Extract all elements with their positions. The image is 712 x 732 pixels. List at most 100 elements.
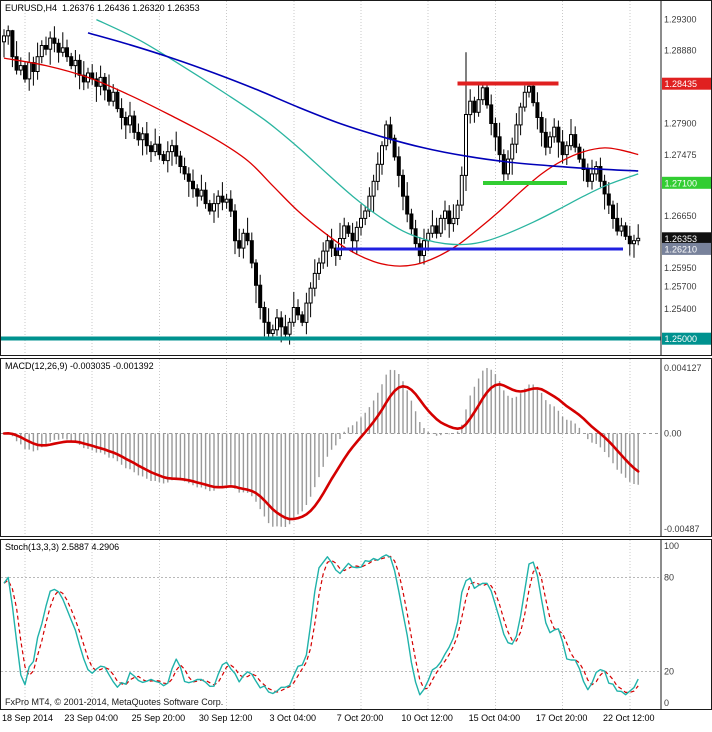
candle-body[interactable] <box>510 143 515 160</box>
candle-body[interactable] <box>443 210 447 219</box>
candle-body[interactable] <box>149 145 153 153</box>
candle-body[interactable] <box>384 124 389 147</box>
candle-body[interactable] <box>65 47 69 58</box>
candle-body[interactable] <box>94 78 99 87</box>
candle-body[interactable] <box>556 126 561 143</box>
candle-body[interactable] <box>611 204 615 220</box>
candle-body[interactable] <box>128 115 132 126</box>
candle-body[interactable] <box>548 136 552 148</box>
candle-body[interactable] <box>396 156 401 176</box>
candlestick-chart[interactable]: 1.29300 1.28880 1.28435 1.27900 1.27475 1.271… <box>1 1 711 355</box>
main-chart-panel[interactable]: EURUSD,H4 1.26376 1.26436 1.26320 1.2635… <box>0 0 712 356</box>
candle-body[interactable] <box>321 250 326 264</box>
candle-body[interactable] <box>375 163 380 182</box>
candle-body[interactable] <box>338 238 342 257</box>
macd-chart[interactable]: 0.004127 0.00 -0.00487 <box>1 359 711 536</box>
candle-body[interactable] <box>527 85 531 93</box>
candle-body[interactable] <box>77 59 82 76</box>
candle-body[interactable] <box>535 102 540 118</box>
candle-body[interactable] <box>380 145 384 165</box>
stochastic-panel[interactable]: Stoch(13,3,3) 2.5887 4.2906 100 80 20 0 FxP… <box>0 539 712 710</box>
candle-body[interactable] <box>312 272 317 289</box>
candle-body[interactable] <box>115 91 120 110</box>
candle-body[interactable] <box>14 56 19 71</box>
candle-body[interactable] <box>493 123 498 138</box>
candle-body[interactable] <box>178 155 183 168</box>
candle-body[interactable] <box>476 99 481 113</box>
candle-body[interactable] <box>627 235 632 245</box>
candle-body[interactable] <box>161 154 166 162</box>
candle-body[interactable] <box>123 117 128 126</box>
candle-body[interactable] <box>371 180 376 197</box>
candle-body[interactable] <box>480 87 485 101</box>
candle-body[interactable] <box>174 145 179 157</box>
candle-body[interactable] <box>434 225 439 234</box>
candle-body[interactable] <box>119 108 124 118</box>
candle-body[interactable] <box>258 284 263 309</box>
candle-body[interactable] <box>590 173 594 182</box>
candle-body[interactable] <box>560 141 565 156</box>
candle-body[interactable] <box>48 37 53 50</box>
candle-body[interactable] <box>2 35 6 43</box>
candle-body[interactable] <box>39 45 44 58</box>
candle-body[interactable] <box>283 326 288 335</box>
candle-body[interactable] <box>325 240 330 252</box>
candle-body[interactable] <box>497 136 502 156</box>
candle-body[interactable] <box>195 188 200 197</box>
candle-body[interactable] <box>107 89 111 102</box>
candle-body[interactable] <box>451 217 456 225</box>
candle-body[interactable] <box>18 65 23 71</box>
candle-body[interactable] <box>270 329 275 334</box>
candle-body[interactable] <box>266 321 271 334</box>
candle-body[interactable] <box>468 100 473 116</box>
candle-body[interactable] <box>401 174 405 197</box>
candle-body[interactable] <box>27 62 32 80</box>
candle-body[interactable] <box>359 217 363 228</box>
candle-body[interactable] <box>279 317 284 328</box>
candle-body[interactable] <box>228 198 233 212</box>
candle-body[interactable] <box>506 158 510 175</box>
candle-body[interactable] <box>241 232 246 249</box>
candle-body[interactable] <box>573 134 578 148</box>
candle-body[interactable] <box>346 225 351 234</box>
candle-body[interactable] <box>291 307 296 323</box>
candle-body[interactable] <box>245 232 250 242</box>
candle-body[interactable] <box>81 74 86 83</box>
candle-body[interactable] <box>73 59 78 67</box>
candle-body[interactable] <box>207 203 212 212</box>
candle-body[interactable] <box>300 314 305 323</box>
candle-body[interactable] <box>237 240 242 249</box>
candle-body[interactable] <box>615 217 620 232</box>
candle-body[interactable] <box>287 321 292 335</box>
candle-body[interactable] <box>296 307 300 316</box>
candle-body[interactable] <box>363 210 368 219</box>
candle-body[interactable] <box>52 37 57 44</box>
candle-body[interactable] <box>472 100 477 113</box>
candle-body[interactable] <box>636 237 641 242</box>
candle-body[interactable] <box>430 225 435 234</box>
candle-body[interactable] <box>564 145 569 156</box>
candle-body[interactable] <box>136 131 141 141</box>
candle-body[interactable] <box>220 195 225 203</box>
candle-body[interactable] <box>132 115 137 133</box>
candle-body[interactable] <box>623 225 628 237</box>
candle-body[interactable] <box>329 240 334 249</box>
candle-body[interactable] <box>342 225 347 239</box>
candle-body[interactable] <box>191 180 195 190</box>
candle-body[interactable] <box>31 62 36 72</box>
candle-body[interactable] <box>367 195 372 212</box>
candle-body[interactable] <box>405 195 410 215</box>
candle-body[interactable] <box>199 189 204 197</box>
candle-body[interactable] <box>111 91 116 102</box>
candle-body[interactable] <box>317 262 321 274</box>
candle-body[interactable] <box>56 42 61 53</box>
candle-body[interactable] <box>275 317 279 331</box>
candle-body[interactable] <box>539 117 544 133</box>
candle-body[interactable] <box>254 262 258 286</box>
candle-body[interactable] <box>632 240 636 245</box>
candle-body[interactable] <box>186 173 191 182</box>
candle-body[interactable] <box>262 307 267 323</box>
candle-body[interactable] <box>459 174 464 206</box>
candle-body[interactable] <box>409 213 414 230</box>
candle-body[interactable] <box>455 204 460 220</box>
